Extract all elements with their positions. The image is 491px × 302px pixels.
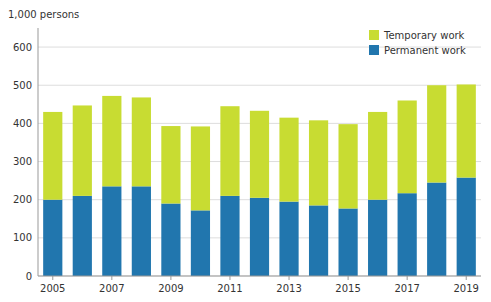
- x-tick: [52, 276, 53, 280]
- y-tick-label: 600: [13, 42, 32, 53]
- x-tick: [229, 276, 230, 280]
- x-tick-label: 2005: [40, 283, 65, 294]
- bar-segment: [73, 105, 92, 195]
- bar-segment: [309, 205, 328, 276]
- x-tick: [348, 276, 349, 280]
- bar-segment: [220, 196, 239, 276]
- legend-label: Permanent work: [384, 45, 466, 56]
- bar-segment: [191, 126, 210, 210]
- bar-segment: [132, 186, 151, 276]
- legend-swatch: [369, 45, 379, 55]
- bar-segment: [427, 183, 446, 276]
- legend-swatch: [369, 30, 379, 40]
- bar-segment: [339, 124, 358, 208]
- bar-segment: [279, 118, 298, 202]
- x-tick: [111, 276, 112, 280]
- chart-container: 0 100 200 300 400 500 600 1,000 persons 2005 2007…: [0, 0, 491, 302]
- x-tick: [289, 276, 290, 280]
- y-tick-label: 300: [13, 156, 32, 167]
- bar-segment: [43, 200, 62, 276]
- grid: [38, 47, 481, 276]
- bar-segment: [398, 100, 417, 193]
- y-tick-label: 400: [13, 118, 32, 129]
- bar-segment: [457, 178, 476, 276]
- bar-segment: [279, 202, 298, 276]
- legend: Temporary work Permanent work: [369, 30, 466, 56]
- grid-line: [38, 276, 481, 277]
- x-tick-label: 2013: [276, 283, 301, 294]
- x-axis-line: [38, 276, 481, 277]
- bar-segment: [398, 193, 417, 276]
- y-axis-line: [38, 28, 39, 276]
- y-tick-label: 500: [13, 80, 32, 91]
- legend-label: Temporary work: [383, 30, 465, 41]
- bar-segment: [161, 204, 180, 276]
- x-tick: [170, 276, 171, 280]
- bar-segment: [309, 120, 328, 205]
- x-tick-label: 2009: [158, 283, 183, 294]
- bar-segment: [457, 84, 476, 177]
- bar-segment: [132, 97, 151, 186]
- bar-segment: [161, 126, 180, 203]
- y-tick-label: 0: [26, 271, 32, 282]
- bar-segment: [250, 111, 269, 198]
- chart-svg: 0 100 200 300 400 500 600 1,000 persons 2005 2007…: [0, 0, 491, 302]
- bar-segment: [43, 112, 62, 200]
- bar-segment: [220, 106, 239, 196]
- bar-segment: [191, 210, 210, 276]
- x-tick: [466, 276, 467, 280]
- bar-segment: [368, 200, 387, 276]
- y-axis-label: 1,000 persons: [8, 9, 79, 20]
- bar-segment: [427, 85, 446, 182]
- bar-segment: [73, 196, 92, 276]
- bar-segment: [368, 112, 387, 200]
- x-tick-label: 2019: [454, 283, 479, 294]
- grid-line: [38, 85, 481, 86]
- x-tick-label: 2017: [394, 283, 419, 294]
- bar-segment: [339, 208, 358, 276]
- x-tick-label: 2007: [99, 283, 124, 294]
- bar-segment: [102, 186, 121, 276]
- x-tick-label: 2011: [217, 283, 242, 294]
- y-tick-label: 200: [13, 194, 32, 205]
- y-tick-label: 100: [13, 232, 32, 243]
- bar-segment: [102, 96, 121, 186]
- bars: [43, 84, 476, 276]
- x-tick: [407, 276, 408, 280]
- x-tick-label: 2015: [335, 283, 360, 294]
- bar-segment: [250, 198, 269, 276]
